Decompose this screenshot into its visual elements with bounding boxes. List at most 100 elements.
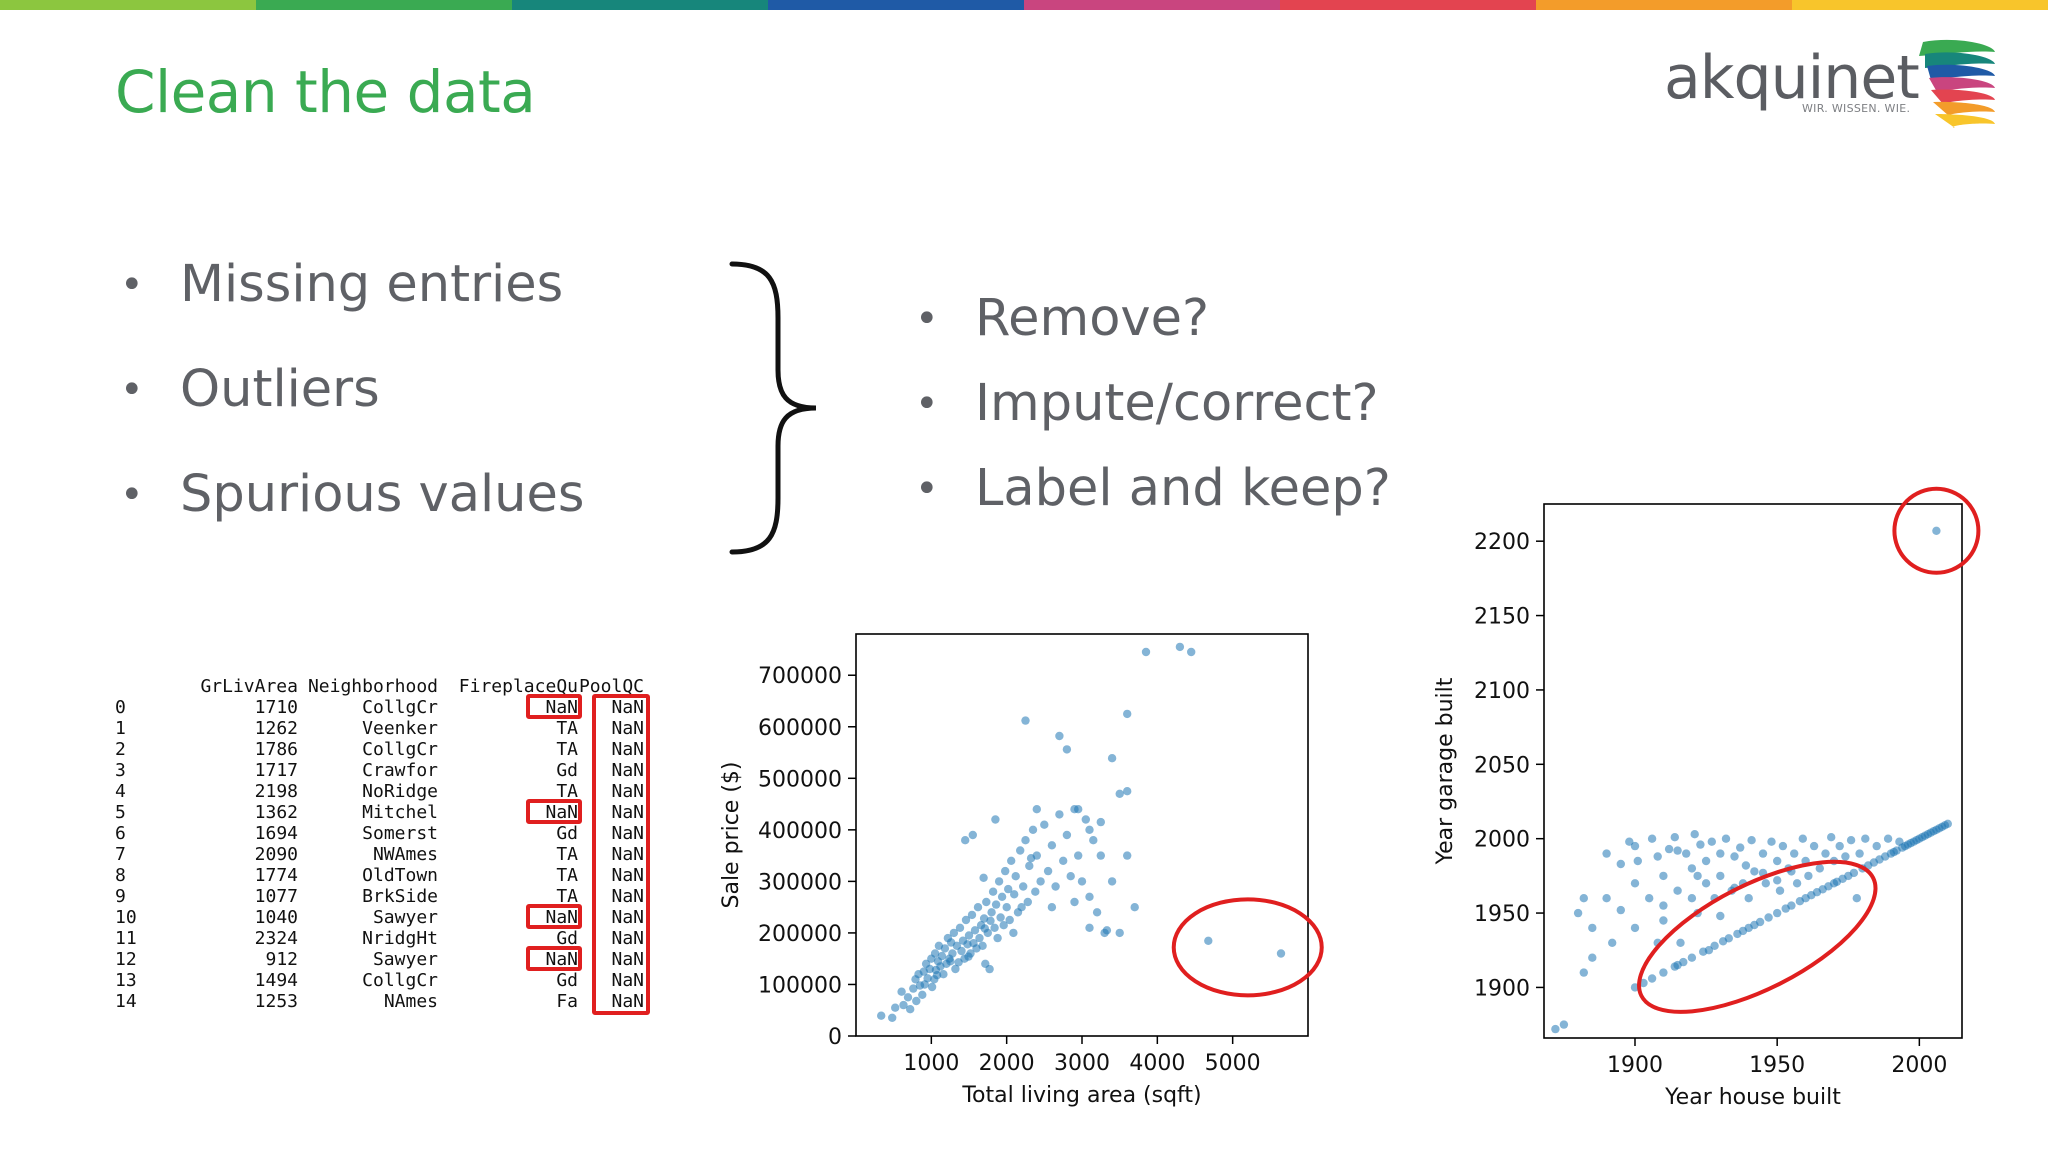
table-cell: Somerst [362,823,438,844]
data-point [973,903,983,912]
data-point [932,971,942,980]
data-point [983,928,992,938]
data-point [1767,837,1776,846]
outlier-circle [1892,486,1981,575]
data-point [1089,836,1098,845]
table-cell: NaN [611,781,644,802]
table-cell: Sawyer [372,907,438,928]
table-cell: Crawfor [362,760,438,781]
problem-label: Spurious values [180,465,585,524]
table-cell: NaN [611,844,644,865]
data-point [948,949,957,958]
data-point [946,957,955,966]
stripe-segment [1536,0,1792,10]
data-point [993,933,1002,943]
swoosh-band [1929,77,1995,92]
missing-value-highlight [526,694,582,719]
data-point [1846,836,1856,845]
data-point [1690,830,1699,839]
data-point [1588,953,1597,962]
data-point [1630,923,1640,933]
action-label: Label and keep? [975,459,1391,518]
data-point [1861,834,1870,843]
data-point [1602,849,1611,858]
data-point [1699,947,1708,956]
table-row: 3 1717 Crawfor Gd NaN [115,760,644,781]
stripe-segment [1280,0,1536,10]
x-tick-label: 2000 [979,1051,1035,1076]
data-point [930,949,940,958]
table-cell: NaN [545,802,578,823]
table-cell: CollgCr [362,739,438,760]
stripe-segment [768,0,1024,10]
y-tick-label: 2050 [1474,753,1530,778]
data-point [964,931,974,940]
table-cell: 12 [115,949,137,970]
data-point [1943,819,1952,828]
data-point [1701,856,1711,866]
table-cell: NWAmes [372,844,438,865]
table-row: 13 1494 CollgCr Gd NaN [115,970,644,991]
data-point [1721,834,1731,843]
data-point [888,1013,897,1022]
data-point [1815,864,1824,873]
table-row: 0 1710 CollgCr NaN NaN [115,697,644,718]
table-cell: 1 [115,718,126,739]
data-point [1074,851,1083,860]
data-point [1062,830,1072,840]
data-point [1107,754,1117,763]
table-cell: TA [556,865,578,886]
data-point [1130,903,1139,912]
data-point [1602,894,1611,903]
data-point [940,944,950,953]
data-point [1115,789,1124,798]
table-cell: 912 [265,949,298,970]
y-tick-label: 500000 [758,767,842,792]
swoosh-band [1925,52,1995,68]
table-row: 14 1253 NAmes Fa NaN [115,991,644,1012]
data-point [1673,960,1682,970]
y-tick-label: 2150 [1474,605,1530,630]
problem-item: • Missing entries [120,252,584,357]
bullet-icon: • [915,466,939,512]
data-point [967,910,977,920]
column-header: FireplaceQu [458,676,578,697]
x-tick-label: 2000 [1891,1053,1947,1078]
table-cell: 1786 [254,739,298,760]
data-point [1730,852,1739,861]
data-point [912,996,921,1006]
outlier-circle [1637,859,1878,1014]
data-point [997,892,1007,901]
table-cell: CollgCr [362,970,438,991]
data-point [1710,941,1719,950]
data-point [1741,861,1751,870]
poolqc-column-highlight [592,694,650,1015]
column-header [115,676,155,697]
action-label: Remove? [975,289,1210,348]
table-cell: 6 [115,823,126,844]
table-row: 12 912 Sawyer NaN NaN [115,949,644,970]
table-cell: NridgHt [362,928,438,949]
data-point [990,923,999,932]
table-cell: 11 [115,928,137,949]
plot-frame [1543,503,1963,1039]
table-cell: NaN [611,928,644,949]
data-point [991,815,1000,824]
data-point [1047,841,1057,850]
data-point [1059,856,1068,865]
data-point [1761,879,1770,888]
table-cell: NaN [611,970,644,991]
data-point [961,836,970,845]
data-point [986,916,995,925]
table-cell: TA [556,718,578,739]
table-cell: 14 [115,991,137,1012]
table-row: 1 1262 Veenker TA NaN [115,718,644,739]
data-point [1747,836,1756,845]
curly-brace-icon [729,261,817,555]
data-point [1551,1024,1560,1034]
data-point [1096,851,1105,860]
data-point [1025,861,1034,871]
table-cell: NaN [611,991,644,1012]
data-point [1673,846,1682,855]
swoosh-band [1919,39,1995,56]
